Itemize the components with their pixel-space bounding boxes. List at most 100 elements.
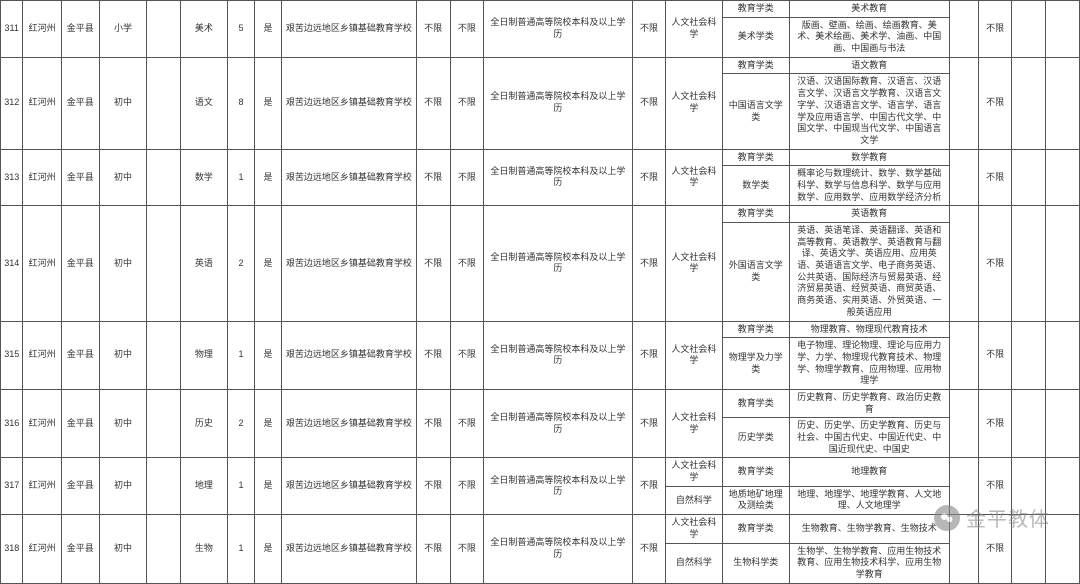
cell-subcategory: 生物科学类 <box>722 543 789 583</box>
cell-edu: 全日制普通高等院校本科及以上学历 <box>484 389 632 457</box>
cell-level: 初中 <box>99 389 146 457</box>
cell-unlimited: 不限 <box>416 458 450 515</box>
cell-county: 金平县 <box>61 149 99 206</box>
cell-unlimited: 不限 <box>632 515 666 583</box>
cell-unlimited: 不限 <box>632 1 666 58</box>
cell-unlimited: 不限 <box>978 206 1012 321</box>
cell-blank <box>1046 206 1080 321</box>
cell-majors: 地理、地理学、地理学教育、人文地理、人文地理学 <box>789 486 949 514</box>
cell-index: 311 <box>1 1 23 58</box>
cell-blank <box>147 458 181 515</box>
cell-edu: 全日制普通高等院校本科及以上学历 <box>484 149 632 206</box>
cell-unlimited: 不限 <box>632 321 666 389</box>
cell-unlimited: 不限 <box>978 321 1012 389</box>
cell-blank <box>949 458 978 515</box>
cell-blank <box>949 57 978 149</box>
cell-county: 金平县 <box>61 515 99 583</box>
table-row: 316红河州金平县初中历史2是艰苦边远地区乡镇基础教育学校不限不限全日制普通高等… <box>1 389 1080 417</box>
cell-unlimited: 不限 <box>416 206 450 321</box>
cell-unlimited: 不限 <box>450 458 484 515</box>
cell-subcategory: 外国语言文学类 <box>722 223 789 322</box>
cell-county: 金平县 <box>61 206 99 321</box>
cell-county: 金平县 <box>61 57 99 149</box>
table-row: 312红河州金平县初中语文8是艰苦边远地区乡镇基础教育学校不限不限全日制普通高等… <box>1 57 1080 74</box>
cell-level: 初中 <box>99 458 146 515</box>
cell-subcategory: 中国语言文学类 <box>722 74 789 149</box>
cell-unlimited: 不限 <box>450 1 484 58</box>
cell-schooltype: 艰苦边远地区乡镇基础教育学校 <box>281 515 416 583</box>
cell-blank <box>1012 206 1046 321</box>
cell-edu: 全日制普通高等院校本科及以上学历 <box>484 206 632 321</box>
cell-unlimited: 不限 <box>978 515 1012 583</box>
cell-subcategory: 数学类 <box>722 166 789 206</box>
table-row: 318红河州金平县初中生物1是艰苦边远地区乡镇基础教育学校不限不限全日制普通高等… <box>1 515 1080 543</box>
cell-category: 人文社会科学 <box>666 149 722 206</box>
cell-count: 2 <box>228 389 255 457</box>
cell-unlimited: 不限 <box>416 149 450 206</box>
cell-blank <box>1012 389 1046 457</box>
cell-majors: 汉语、汉语国际教育、汉语言、汉语言文学、汉语言文学教育、汉语言文字学、汉语语言文… <box>789 74 949 149</box>
cell-unlimited: 不限 <box>632 458 666 515</box>
cell-index: 313 <box>1 149 23 206</box>
cell-schooltype: 艰苦边远地区乡镇基础教育学校 <box>281 57 416 149</box>
cell-blank <box>949 321 978 389</box>
cell-edu: 全日制普通高等院校本科及以上学历 <box>484 458 632 515</box>
cell-edu: 全日制普通高等院校本科及以上学历 <box>484 515 632 583</box>
cell-subcategory: 教育学类 <box>722 149 789 166</box>
cell-yes: 是 <box>254 206 281 321</box>
cell-majors: 历史教育、历史学教育、政治历史教育 <box>789 389 949 417</box>
cell-edu: 全日制普通高等院校本科及以上学历 <box>484 1 632 58</box>
cell-majors: 数学教育 <box>789 149 949 166</box>
cell-subcategory: 教育学类 <box>722 321 789 338</box>
cell-blank <box>1046 321 1080 389</box>
cell-unlimited: 不限 <box>450 389 484 457</box>
cell-subject: 地理 <box>180 458 227 515</box>
cell-unlimited: 不限 <box>632 57 666 149</box>
cell-majors: 英语、英语笔译、英语翻译、英语和高等教育、英语教学、英语教育与翻译、英语文学、英… <box>789 223 949 322</box>
cell-blank <box>1012 149 1046 206</box>
cell-subject: 英语 <box>180 206 227 321</box>
cell-unlimited: 不限 <box>450 57 484 149</box>
cell-index: 312 <box>1 57 23 149</box>
cell-subcategory: 教育学类 <box>722 206 789 223</box>
cell-yes: 是 <box>254 57 281 149</box>
cell-unlimited: 不限 <box>416 321 450 389</box>
cell-blank <box>1046 1 1080 58</box>
cell-level: 小学 <box>99 1 146 58</box>
cell-subject: 生物 <box>180 515 227 583</box>
cell-schooltype: 艰苦边远地区乡镇基础教育学校 <box>281 1 416 58</box>
cell-state: 红河州 <box>23 149 61 206</box>
cell-index: 316 <box>1 389 23 457</box>
cell-subject: 美术 <box>180 1 227 58</box>
cell-blank <box>1012 321 1046 389</box>
cell-level: 初中 <box>99 515 146 583</box>
cell-majors: 美术教育 <box>789 1 949 18</box>
cell-blank <box>1012 458 1046 515</box>
cell-subcategory: 历史学类 <box>722 418 789 458</box>
cell-unlimited: 不限 <box>978 57 1012 149</box>
cell-majors: 生物教育、生物学教育、生物技术 <box>789 515 949 543</box>
cell-majors: 物理教育、物理现代教育技术 <box>789 321 949 338</box>
cell-count: 5 <box>228 1 255 58</box>
table-row: 313红河州金平县初中数学1是艰苦边远地区乡镇基础教育学校不限不限全日制普通高等… <box>1 149 1080 166</box>
cell-category: 人文社会科学 <box>666 1 722 58</box>
cell-blank <box>1046 389 1080 457</box>
cell-county: 金平县 <box>61 389 99 457</box>
cell-count: 1 <box>228 321 255 389</box>
cell-unlimited: 不限 <box>450 321 484 389</box>
cell-index: 315 <box>1 321 23 389</box>
cell-subject: 历史 <box>180 389 227 457</box>
cell-blank <box>147 321 181 389</box>
cell-majors: 电子物理、理论物理、理论与应用力学、力学、物理现代教育技术、物理学、物理学教育、… <box>789 338 949 390</box>
table-row: 314红河州金平县初中英语2是艰苦边远地区乡镇基础教育学校不限不限全日制普通高等… <box>1 206 1080 223</box>
cell-blank <box>147 515 181 583</box>
cell-blank <box>147 206 181 321</box>
cell-blank <box>1046 57 1080 149</box>
cell-blank <box>147 57 181 149</box>
cell-yes: 是 <box>254 321 281 389</box>
cell-blank <box>1046 458 1080 515</box>
cell-count: 1 <box>228 515 255 583</box>
table-row: 311红河州金平县小学美术5是艰苦边远地区乡镇基础教育学校不限不限全日制普通高等… <box>1 1 1080 18</box>
cell-state: 红河州 <box>23 389 61 457</box>
cell-state: 红河州 <box>23 515 61 583</box>
